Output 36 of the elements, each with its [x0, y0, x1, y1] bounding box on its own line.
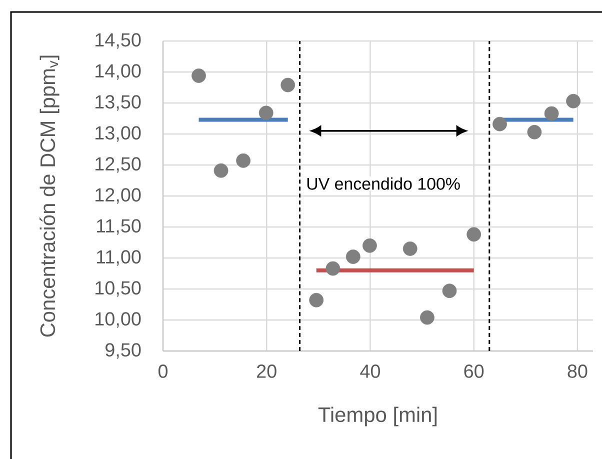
x-tick-label: 0	[158, 364, 168, 378]
x-tick-label: 80	[568, 364, 588, 378]
y-tick-label: 12,50	[96, 157, 141, 173]
y-tick-label: 10,50	[96, 281, 141, 297]
point	[527, 124, 542, 140]
point	[402, 241, 418, 256]
annotation: UV encendido 100%	[307, 177, 460, 190]
point	[258, 106, 274, 120]
y-tick-label: 12,00	[96, 188, 141, 204]
x-tick-label: 20	[257, 364, 276, 378]
point	[442, 284, 457, 298]
point	[192, 68, 206, 83]
point	[214, 163, 228, 178]
y-tick-label: 14,50	[96, 33, 141, 49]
point	[236, 153, 251, 168]
y-tick-label: 11,50	[96, 219, 141, 235]
x-axis-title: Tiempo [min]	[318, 406, 437, 426]
point	[326, 261, 340, 276]
point	[362, 238, 377, 253]
point	[346, 250, 360, 264]
y-tick-label: 13,50	[96, 95, 141, 111]
y-tick-label: 14,00	[96, 64, 141, 80]
x-tick-label: 40	[360, 364, 380, 378]
y-tick-label: 13,00	[96, 126, 141, 142]
y-axis-title: Concentración de DCM [ppm$_{v}$]	[40, 56, 60, 337]
x-tick-label: 60	[464, 364, 484, 378]
point	[566, 94, 581, 108]
y-tick-label: 9,50	[106, 343, 141, 359]
y-tick-label: 10,00	[96, 312, 141, 328]
point	[544, 106, 559, 121]
point	[309, 292, 324, 308]
point	[466, 227, 482, 242]
point	[280, 78, 296, 92]
point	[420, 310, 434, 325]
point	[492, 116, 507, 132]
y-tick-label: 11,00	[96, 250, 141, 266]
